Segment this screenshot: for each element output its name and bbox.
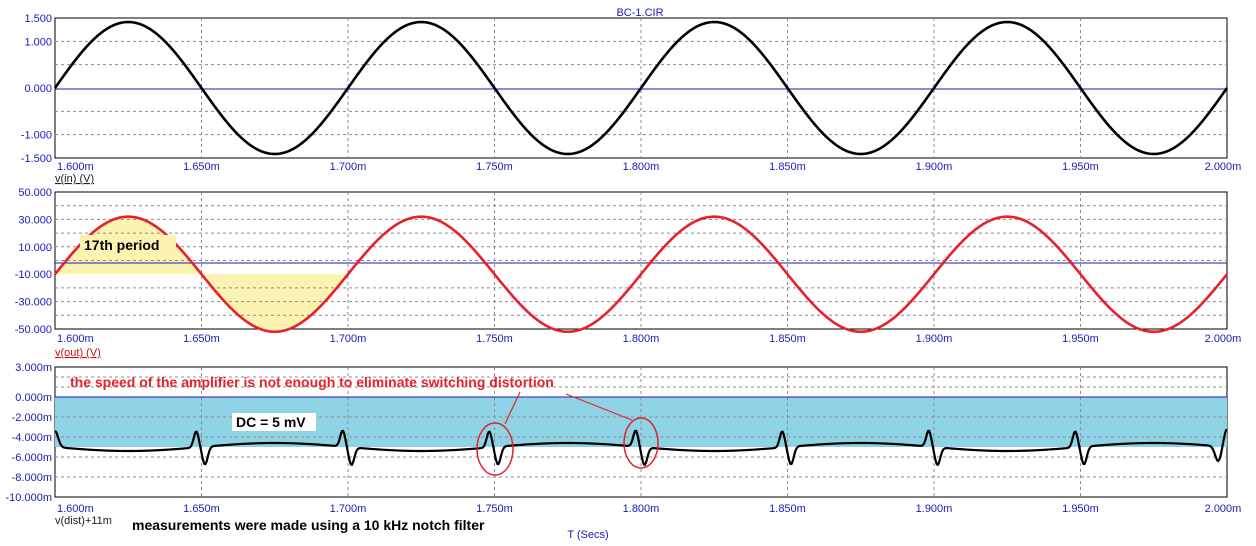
x-tick-label: 1.950m (1062, 161, 1099, 173)
x-tick-label: 1.950m (1062, 333, 1099, 345)
x-tick-label: 1.600m (57, 333, 94, 345)
callout-line-1 (504, 391, 521, 425)
x-tick-label: 1.950m (1062, 503, 1099, 515)
y-tick-label: -30.000 (15, 297, 52, 309)
y-tick-label: -10.000m (6, 492, 52, 504)
y-tick-label: 0.000m (15, 392, 52, 404)
x-tick-label: 1.800m (623, 503, 660, 515)
x-tick-label: 1.600m (57, 161, 94, 173)
x-tick-label: 1.700m (330, 161, 367, 173)
grid (55, 18, 1227, 158)
x-tick-label: 1.800m (623, 333, 660, 345)
x-tick-label: 1.900m (916, 161, 953, 173)
trace-label: v(dist)+11m (55, 515, 112, 527)
trace-label: v(out) (V) (55, 347, 101, 359)
x-tick-label: 1.750m (476, 333, 513, 345)
trace-label: v(in) (V) (55, 173, 94, 185)
x-tick-label: 1.650m (183, 333, 220, 345)
y-tick-label: 3.000m (15, 362, 52, 374)
y-tick-label: -1.000 (21, 130, 52, 142)
glitch-highlight-1 (476, 422, 514, 476)
x-tick-label: 1.650m (183, 503, 220, 515)
y-tick-label: -10.000 (15, 269, 52, 281)
x-axis-title: T (Secs) (567, 529, 608, 541)
y-tick-label: -2.000m (12, 412, 52, 424)
x-tick-label: 1.900m (916, 503, 953, 515)
panel-vdist: DC = 5 mV the speed of the amplifier is … (6, 362, 1242, 527)
x-tick-label: 1.850m (769, 333, 806, 345)
y-tick-label: 10.000 (18, 242, 52, 254)
panel-vout: 17th period 50.000 30.000 10.000 -10.000 -30… (15, 187, 1242, 359)
y-tick-label: -4.000m (12, 432, 52, 444)
x-tick-label: 2.000m (1205, 333, 1242, 345)
x-tick-label: 1.700m (330, 333, 367, 345)
y-tick-label: 0.000 (24, 83, 52, 95)
vin-trace (53, 20, 1229, 156)
x-tick-label: 2.000m (1205, 503, 1242, 515)
x-tick-label: 1.850m (769, 503, 806, 515)
x-tick-label: 1.750m (476, 161, 513, 173)
chart-title: BC-1.CIR (616, 7, 663, 19)
y-tick-labels: 3.000m 0.000m -2.000m -4.000m -6.000m -8.000m… (6, 362, 52, 504)
notch-note: measurements were made using a 10 kHz no… (132, 517, 485, 533)
x-tick-label: 1.900m (916, 333, 953, 345)
dc-label: DC = 5 mV (236, 414, 306, 430)
period-label-box (80, 235, 176, 255)
x-tick-labels: 1.600m 1.650m 1.700m 1.750m 1.800m 1.850m 1.90… (57, 333, 1241, 345)
y-tick-label: -50.000 (15, 324, 52, 336)
x-tick-labels: 1.600m 1.650m 1.700m 1.750m 1.800m 1.850m 1.90… (57, 503, 1241, 515)
y-tick-label: -1.500 (21, 153, 52, 165)
panel-vin: 1.500 1.000 0.000 -1.000 -1.500 1.600m 1.650m… (21, 13, 1242, 185)
x-tick-label: 1.600m (57, 503, 94, 515)
y-tick-labels: 50.000 30.000 10.000 -10.000 -30.000 -50.000 (15, 187, 52, 336)
y-tick-label: 1.500 (24, 13, 52, 25)
x-tick-label: 1.800m (623, 161, 660, 173)
dc-label-box (232, 413, 316, 431)
period-label: 17th period (84, 237, 159, 253)
y-tick-label: -6.000m (12, 452, 52, 464)
callout-line-2 (565, 393, 633, 421)
y-tick-label: -8.000m (12, 472, 52, 484)
y-tick-label: 30.000 (18, 214, 52, 226)
x-tick-label: 1.700m (330, 503, 367, 515)
y-tick-label: 1.000 (24, 36, 52, 48)
y-tick-label: 50.000 (18, 187, 52, 199)
vout-trace (53, 215, 1229, 334)
speed-note: the speed of the amplifier is not enough… (70, 374, 554, 390)
x-tick-label: 2.000m (1205, 161, 1242, 173)
y-tick-labels: 1.500 1.000 0.000 -1.000 -1.500 (21, 13, 52, 165)
x-tick-label: 1.750m (476, 503, 513, 515)
glitch-highlight-2 (623, 417, 659, 469)
vdist-trace (54, 428, 1228, 467)
x-tick-label: 1.850m (769, 161, 806, 173)
x-tick-label: 1.650m (183, 161, 220, 173)
x-tick-labels: 1.600m 1.650m 1.700m 1.750m 1.800m 1.850m 1.90… (57, 161, 1241, 173)
grid (55, 192, 1227, 329)
